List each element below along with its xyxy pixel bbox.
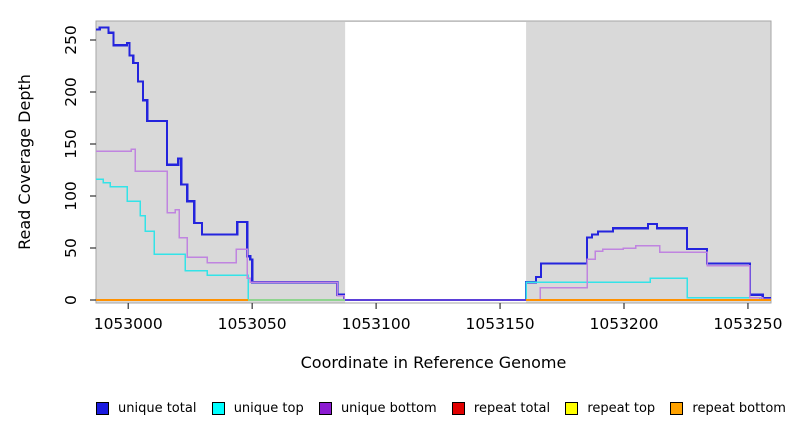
y-tick-label: 100 <box>62 181 80 211</box>
series-unique-total-line <box>96 26 771 302</box>
x-tick-label: 1053200 <box>589 315 658 333</box>
legend-label: unique bottom <box>340 401 437 416</box>
x-tick-label: 1053050 <box>218 315 287 333</box>
masked-region <box>345 22 527 303</box>
legend-item-repeat-top: repeat top <box>565 401 655 416</box>
unique-top-swatch-icon <box>211 402 225 415</box>
repeat-top-swatch-icon <box>565 402 579 415</box>
legend-label: repeat total <box>473 401 551 416</box>
y-tick-label: 0 <box>62 295 80 305</box>
chart-legend: unique total unique top unique bottom re… <box>96 401 786 416</box>
y-tick-label: 200 <box>62 77 80 107</box>
legend-item-repeat-total: repeat total <box>451 401 551 416</box>
repeat-bottom-swatch-icon <box>670 402 684 415</box>
series-unique-bottom-line <box>96 148 771 301</box>
coverage-chart: 1053000 1053050 1053100 1053150 1053200 10532… <box>15 20 782 372</box>
y-tick-label: 50 <box>62 238 80 258</box>
legend-item-unique-top: unique top <box>211 401 304 416</box>
legend-label: repeat top <box>587 401 656 416</box>
legend-label: repeat bottom <box>692 401 786 416</box>
x-tick-label: 1053250 <box>713 315 782 333</box>
legend-item-unique-bottom: unique bottom <box>318 401 437 416</box>
x-tick-label: 1053150 <box>466 315 535 333</box>
x-axis-title: Coordinate in Reference Genome <box>301 353 567 372</box>
legend-label: unique top <box>233 401 304 416</box>
series-unique-top-line <box>96 178 771 301</box>
legend-label: unique total <box>118 401 197 416</box>
unique-total-swatch-icon <box>96 402 109 415</box>
legend-item-unique-total: unique total <box>96 401 196 416</box>
unique-bottom-swatch-icon <box>318 402 332 415</box>
y-tick-label: 150 <box>62 129 80 159</box>
x-tick-label: 1053100 <box>342 315 411 333</box>
y-tick-label: 250 <box>62 25 80 55</box>
repeat-total-swatch-icon <box>451 402 465 415</box>
x-tick-label: 1053000 <box>94 315 163 333</box>
y-axis-title: Read Coverage Depth <box>15 74 34 250</box>
legend-item-repeat-bottom: repeat bottom <box>670 401 786 416</box>
